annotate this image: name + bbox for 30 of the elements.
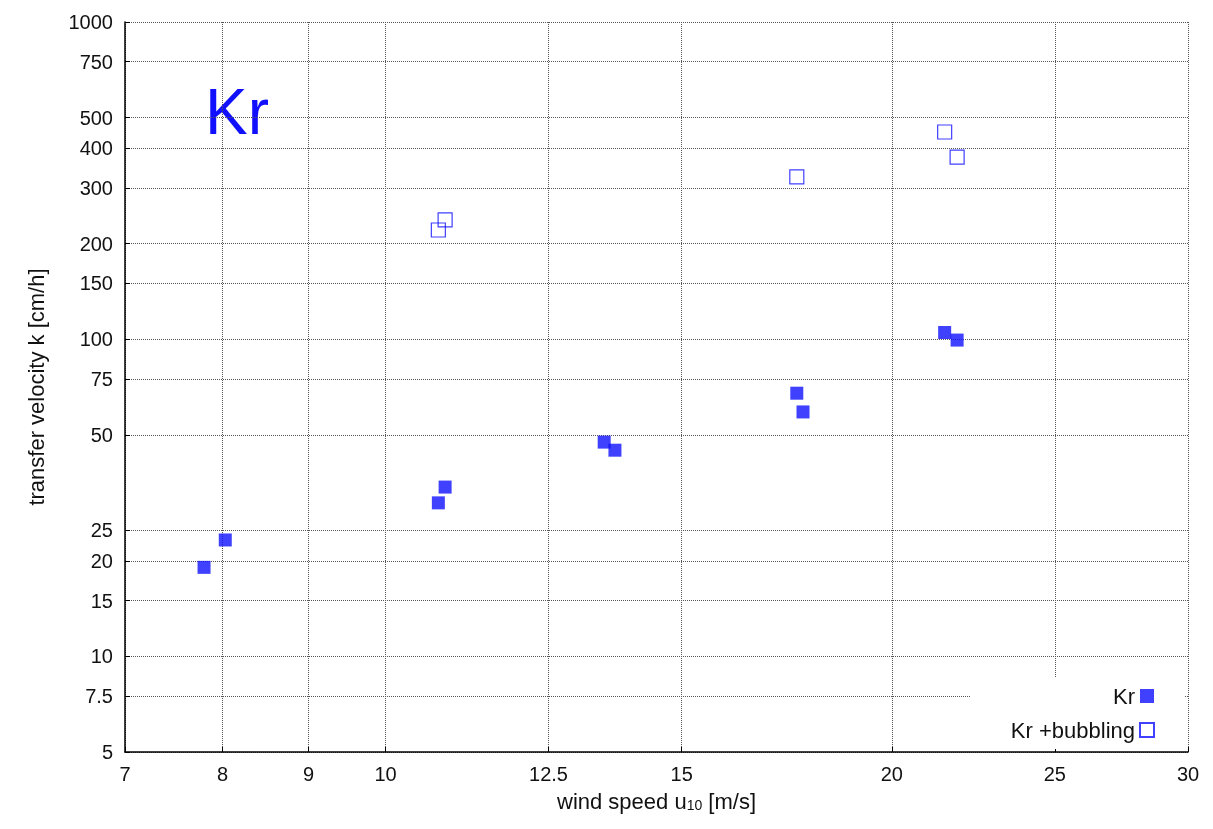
y-tick-label: 300 [79, 176, 113, 199]
y-axis-title: transfer velocity k [cm/h] [23, 268, 49, 506]
x-tick-label: 12.5 [529, 763, 568, 785]
x-tick-label: 25 [1043, 763, 1066, 785]
y-tick-label: 100 [79, 328, 113, 351]
x-tick-label: 30 [1176, 763, 1200, 785]
y-tick-label: 10 [90, 645, 113, 668]
y-tick-label: 400 [79, 137, 113, 160]
x-tick-label: 8 [216, 763, 229, 785]
y-tick-label: 20 [90, 550, 113, 572]
y-tick-label: 1000 [68, 11, 113, 33]
y-tick-label: 7.5 [85, 685, 113, 708]
x-axis-title: wind speed u10 [m/s] [556, 788, 756, 814]
y-tick-label: 50 [90, 423, 113, 446]
x-tick-label: 7 [119, 763, 131, 785]
x-tick-label: 15 [670, 763, 693, 785]
y-tick-label: 500 [79, 106, 113, 129]
x-tick-label: 9 [303, 763, 315, 785]
x-tick-label: 10 [374, 763, 397, 785]
legend-label: Kr [1113, 683, 1135, 709]
y-tick-label: 200 [79, 232, 113, 255]
annotation: Kr [205, 76, 269, 148]
y-tick-label: 750 [79, 50, 113, 73]
y-tick-label: 150 [79, 272, 113, 295]
y-tick-label: 75 [90, 367, 113, 390]
y-tick-label: 5 [101, 741, 113, 763]
legend-label: Kr +bubbling [1010, 717, 1135, 743]
y-tick-label: 15 [90, 589, 113, 612]
y-tick-label: 25 [90, 519, 113, 542]
x-tick-label: 20 [880, 763, 903, 785]
